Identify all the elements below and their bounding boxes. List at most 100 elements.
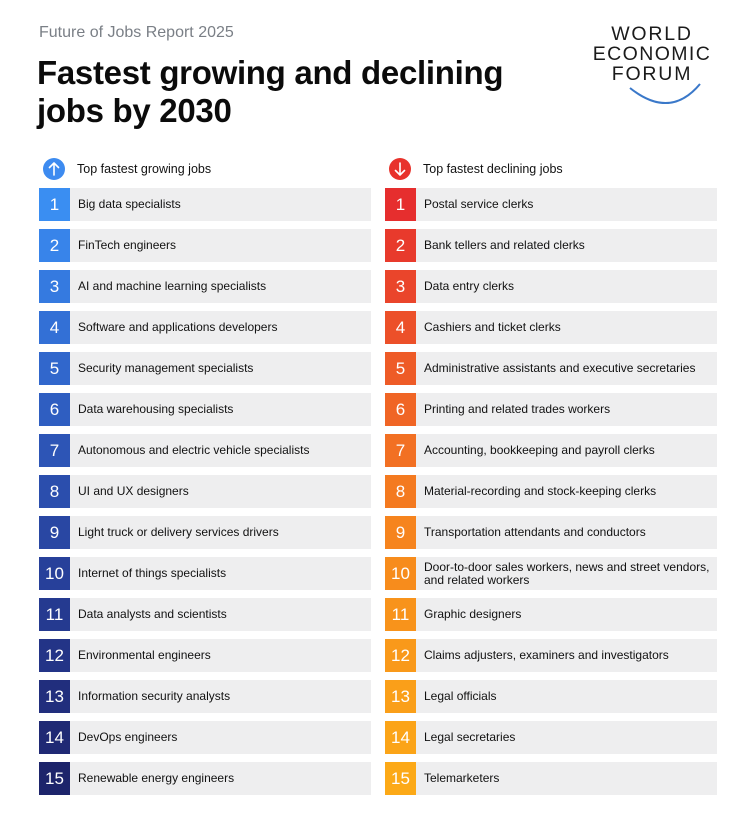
job-title: Postal service clerks <box>424 197 534 211</box>
growing-job-row: 3 AI and machine learning specialists <box>39 270 371 303</box>
declining-job-row: 10 Door-to-door sales workers, news and s… <box>385 557 717 590</box>
job-title: Information security analysts <box>78 689 231 703</box>
job-title: Printing and related trades workers <box>424 402 611 416</box>
growing-job-row: 9 Light truck or delivery services driver… <box>39 516 371 549</box>
growing-job-row: 6 Data warehousing specialists <box>39 393 371 426</box>
rank-number: 2 <box>385 229 416 262</box>
growing-job-row: 14 DevOps engineers <box>39 721 371 754</box>
growing-job-row: 2 FinTech engineers <box>39 229 371 262</box>
rank-number: 14 <box>385 721 416 754</box>
growing-job-row: 1 Big data specialists <box>39 188 371 221</box>
rank-number: 10 <box>385 557 416 590</box>
job-title: Software and applications developers <box>78 320 278 334</box>
rank-number: 12 <box>385 639 416 672</box>
declining-job-row: 13 Legal officials <box>385 680 717 713</box>
declining-jobs-header: Top fastest declining jobs <box>385 155 717 183</box>
rank-number: 6 <box>39 393 70 426</box>
rank-number: 9 <box>39 516 70 549</box>
job-title: Material-recording and stock-keeping cle… <box>424 484 657 498</box>
declining-job-row: 4 Cashiers and ticket clerks <box>385 311 717 344</box>
growing-job-row: 4 Software and applications developers <box>39 311 371 344</box>
rank-number: 4 <box>39 311 70 344</box>
rank-number: 8 <box>39 475 70 508</box>
declining-job-row: 12 Claims adjusters, examiners and invest… <box>385 639 717 672</box>
logo-line-1: WORLD <box>611 23 693 45</box>
declining-job-row: 8 Material-recording and stock-keeping cl… <box>385 475 717 508</box>
job-title: Big data specialists <box>78 197 181 211</box>
arrow-up-icon <box>43 158 65 180</box>
job-title: Autonomous and electric vehicle speciali… <box>78 443 310 457</box>
rank-number: 7 <box>39 434 70 467</box>
job-title: Data entry clerks <box>424 279 515 293</box>
declining-job-row: 7 Accounting, bookkeeping and payroll cle… <box>385 434 717 467</box>
growing-jobs-heading: Top fastest growing jobs <box>77 162 212 176</box>
job-title: Data analysts and scientists <box>78 607 227 621</box>
job-title: Light truck or delivery services drivers <box>78 525 279 539</box>
job-title: Data warehousing specialists <box>78 402 234 416</box>
job-title: Renewable energy engineers <box>78 771 235 785</box>
rank-number: 13 <box>39 680 70 713</box>
declining-job-row: 1 Postal service clerks <box>385 188 717 221</box>
job-title: Administrative assistants and executive … <box>424 361 696 375</box>
job-title: Claims adjusters, examiners and investig… <box>424 648 669 662</box>
declining-job-row: 6 Printing and related trades workers <box>385 393 717 426</box>
job-title: Bank tellers and related clerks <box>424 238 585 252</box>
rank-number: 7 <box>385 434 416 467</box>
rank-number: 14 <box>39 721 70 754</box>
declining-job-row: 14 Legal secretaries <box>385 721 717 754</box>
rank-number: 5 <box>39 352 70 385</box>
growing-job-row: 8 UI and UX designers <box>39 475 371 508</box>
job-title: FinTech engineers <box>78 238 177 252</box>
logo-arc <box>629 83 701 104</box>
job-title: Accounting, bookkeeping and payroll cler… <box>424 443 655 457</box>
job-title: Security management specialists <box>78 361 254 375</box>
declining-jobs-column: Top fastest declining jobs 1 Postal servi… <box>385 155 717 803</box>
declining-job-row: 3 Data entry clerks <box>385 270 717 303</box>
growing-jobs-column: Top fastest growing jobs 1 Big data speci… <box>39 155 371 803</box>
growing-job-row: 5 Security management specialists <box>39 352 371 385</box>
rank-number: 15 <box>39 762 70 795</box>
job-title: Internet of things specialists <box>78 566 227 580</box>
growing-job-row: 7 Autonomous and electric vehicle special… <box>39 434 371 467</box>
growing-job-row: 11 Data analysts and scientists <box>39 598 371 631</box>
logo-line-2: ECONOMIC <box>592 43 712 65</box>
wef-logo: WORLD ECONOMIC FORUM <box>582 22 722 104</box>
rank-number: 4 <box>385 311 416 344</box>
growing-job-row: 10 Internet of things specialists <box>39 557 371 590</box>
job-title: Legal officials <box>424 689 497 703</box>
job-title: Door-to-door sales workers, news and str… <box>424 559 710 587</box>
job-title: Environmental engineers <box>78 648 211 662</box>
logo-line-3: FORUM <box>611 63 693 85</box>
rank-number: 13 <box>385 680 416 713</box>
rank-number: 1 <box>39 188 70 221</box>
job-title: Graphic designers <box>424 607 522 621</box>
rank-number: 9 <box>385 516 416 549</box>
job-title: DevOps engineers <box>78 730 178 744</box>
declining-job-row: 2 Bank tellers and related clerks <box>385 229 717 262</box>
rank-number: 8 <box>385 475 416 508</box>
rank-number: 5 <box>385 352 416 385</box>
rank-number: 3 <box>385 270 416 303</box>
page-title: Fastest growing and declining jobs by 20… <box>37 54 504 129</box>
rank-number: 11 <box>385 598 416 631</box>
growing-job-row: 12 Environmental engineers <box>39 639 371 672</box>
declining-job-row: 15 Telemarketers <box>385 762 717 795</box>
job-title: Cashiers and ticket clerks <box>424 320 561 334</box>
job-title: Telemarketers <box>424 771 500 785</box>
rank-number: 2 <box>39 229 70 262</box>
declining-jobs-list: 1 Postal service clerks 2 Bank tellers and … <box>385 188 717 795</box>
declining-job-row: 5 Administrative assistants and executive… <box>385 352 717 385</box>
growing-job-row: 15 Renewable energy engineers <box>39 762 371 795</box>
rank-number: 15 <box>385 762 416 795</box>
job-title: AI and machine learning specialists <box>78 279 267 293</box>
rank-number: 3 <box>39 270 70 303</box>
arrow-down-icon <box>389 158 411 180</box>
declining-job-row: 9 Transportation attendants and conductor… <box>385 516 717 549</box>
rank-number: 1 <box>385 188 416 221</box>
declining-job-row: 11 Graphic designers <box>385 598 717 631</box>
job-title: Transportation attendants and conductors <box>424 525 646 539</box>
report-kicker: Future of Jobs Report 2025 <box>39 24 234 41</box>
growing-jobs-list: 1 Big data specialists 2 FinTech engineers 3… <box>39 188 371 795</box>
rank-number: 11 <box>39 598 70 631</box>
rank-number: 12 <box>39 639 70 672</box>
